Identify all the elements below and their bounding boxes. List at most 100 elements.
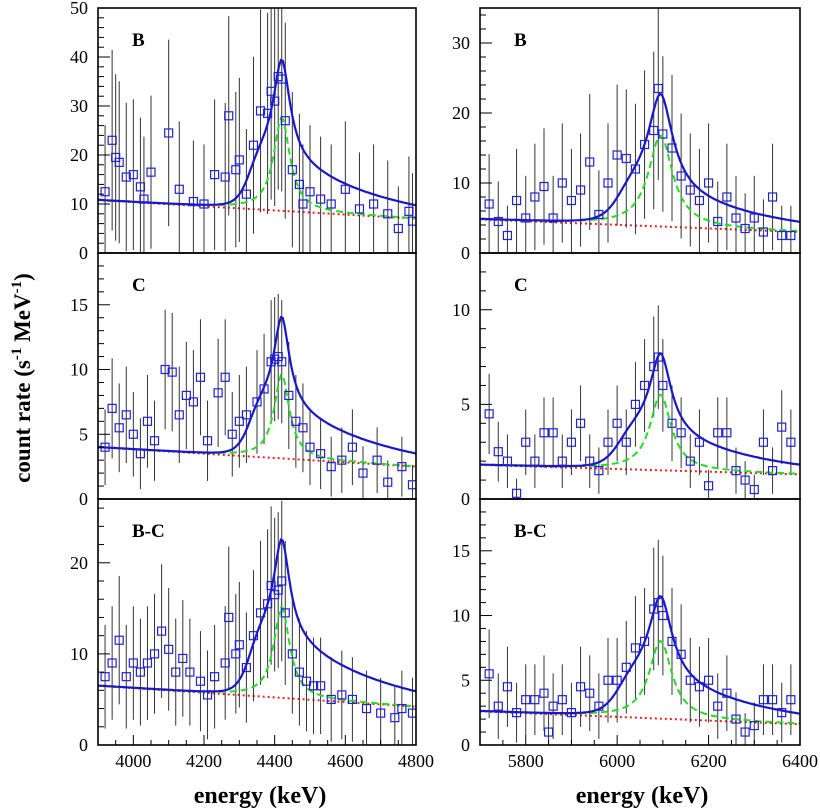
y-axis-title: count rate (s-1 MeV-1) bbox=[9, 273, 35, 483]
data-point bbox=[521, 213, 531, 223]
data-point bbox=[594, 701, 604, 711]
data-point bbox=[557, 695, 567, 705]
data-point bbox=[649, 361, 659, 372]
data-point bbox=[667, 418, 677, 428]
x-tick-label: 4800 bbox=[398, 751, 434, 771]
data-point bbox=[167, 367, 177, 377]
data-point bbox=[676, 171, 686, 181]
x-tick-label: 5800 bbox=[508, 751, 544, 771]
data-point bbox=[202, 436, 213, 446]
data-point bbox=[653, 352, 663, 362]
data-point bbox=[107, 403, 117, 413]
total-fit-line bbox=[480, 351, 800, 468]
data-point bbox=[502, 230, 513, 241]
data-point bbox=[234, 416, 244, 426]
data-point bbox=[484, 409, 494, 419]
panel-label: B bbox=[132, 30, 145, 51]
x-tick-label: 4000 bbox=[115, 751, 151, 771]
data-point bbox=[213, 388, 223, 398]
y-tick-label: 10 bbox=[70, 360, 88, 380]
data-point bbox=[234, 640, 244, 650]
data-point bbox=[135, 667, 145, 677]
x-tick-label: 4400 bbox=[257, 751, 293, 771]
data-point bbox=[694, 437, 705, 447]
data-point bbox=[502, 682, 513, 692]
data-point bbox=[142, 416, 153, 426]
data-point bbox=[694, 682, 705, 692]
data-point bbox=[397, 703, 407, 714]
data-point bbox=[157, 626, 167, 636]
data-point bbox=[263, 599, 273, 609]
data-point bbox=[685, 456, 695, 466]
data-point bbox=[305, 187, 315, 197]
data-point bbox=[493, 701, 503, 711]
data-point bbox=[521, 437, 531, 447]
data-point bbox=[404, 206, 414, 216]
y-tick-label: 40 bbox=[70, 47, 88, 67]
data-point bbox=[220, 172, 230, 182]
data-point bbox=[383, 477, 393, 487]
data-point bbox=[326, 462, 336, 472]
data-point bbox=[372, 455, 382, 465]
data-point bbox=[390, 713, 400, 723]
data-point bbox=[128, 658, 138, 668]
data-point bbox=[224, 612, 234, 623]
data-point bbox=[210, 170, 220, 180]
data-point bbox=[612, 675, 622, 685]
data-point bbox=[199, 199, 209, 209]
data-point bbox=[121, 672, 131, 682]
data-point bbox=[316, 681, 326, 691]
data-layer bbox=[480, 305, 800, 499]
data-point bbox=[121, 410, 131, 420]
data-point bbox=[603, 675, 613, 685]
data-point bbox=[511, 195, 522, 206]
y-tick-label: 5 bbox=[461, 394, 470, 414]
data-point bbox=[767, 695, 778, 705]
data-point bbox=[393, 223, 403, 234]
data-point bbox=[539, 688, 549, 698]
data-point bbox=[713, 701, 723, 711]
data-point bbox=[202, 690, 213, 700]
data-point bbox=[181, 390, 191, 401]
data-point bbox=[539, 428, 549, 438]
data-point bbox=[248, 140, 259, 150]
panel-label: B bbox=[514, 30, 527, 51]
data-point bbox=[777, 422, 787, 432]
data-point bbox=[220, 372, 230, 382]
data-point bbox=[277, 74, 287, 84]
data-point bbox=[521, 695, 531, 705]
data-point bbox=[347, 442, 357, 452]
data-point bbox=[160, 364, 170, 375]
background-fit-line bbox=[480, 218, 800, 233]
data-point bbox=[612, 150, 622, 160]
data-point bbox=[241, 410, 251, 420]
data-point bbox=[231, 165, 241, 175]
total-fit-line bbox=[98, 58, 416, 207]
data-point bbox=[639, 380, 650, 391]
peak-fit-line bbox=[98, 606, 416, 708]
data-point bbox=[305, 442, 315, 452]
data-point bbox=[722, 192, 732, 202]
data-point bbox=[273, 585, 283, 595]
data-point bbox=[298, 199, 308, 209]
data-point bbox=[767, 466, 778, 476]
data-point bbox=[630, 643, 641, 653]
data-point bbox=[149, 436, 160, 446]
data-point bbox=[639, 139, 650, 150]
data-point bbox=[308, 681, 319, 691]
y-tick-label: 5 bbox=[79, 424, 88, 444]
data-point bbox=[585, 456, 595, 466]
data-point bbox=[195, 676, 206, 686]
data-point bbox=[630, 399, 641, 409]
data-point bbox=[767, 192, 778, 202]
y-tick-label: 20 bbox=[452, 103, 470, 123]
data-point bbox=[621, 437, 631, 447]
data-point bbox=[786, 695, 796, 705]
data-point bbox=[294, 667, 304, 677]
peak-fit-line bbox=[480, 134, 800, 232]
panel-right-b: 0 10 20 30 B bbox=[452, 7, 801, 263]
data-point bbox=[557, 456, 567, 466]
data-point bbox=[530, 192, 540, 202]
data-point bbox=[594, 466, 604, 476]
data-point bbox=[231, 649, 241, 659]
